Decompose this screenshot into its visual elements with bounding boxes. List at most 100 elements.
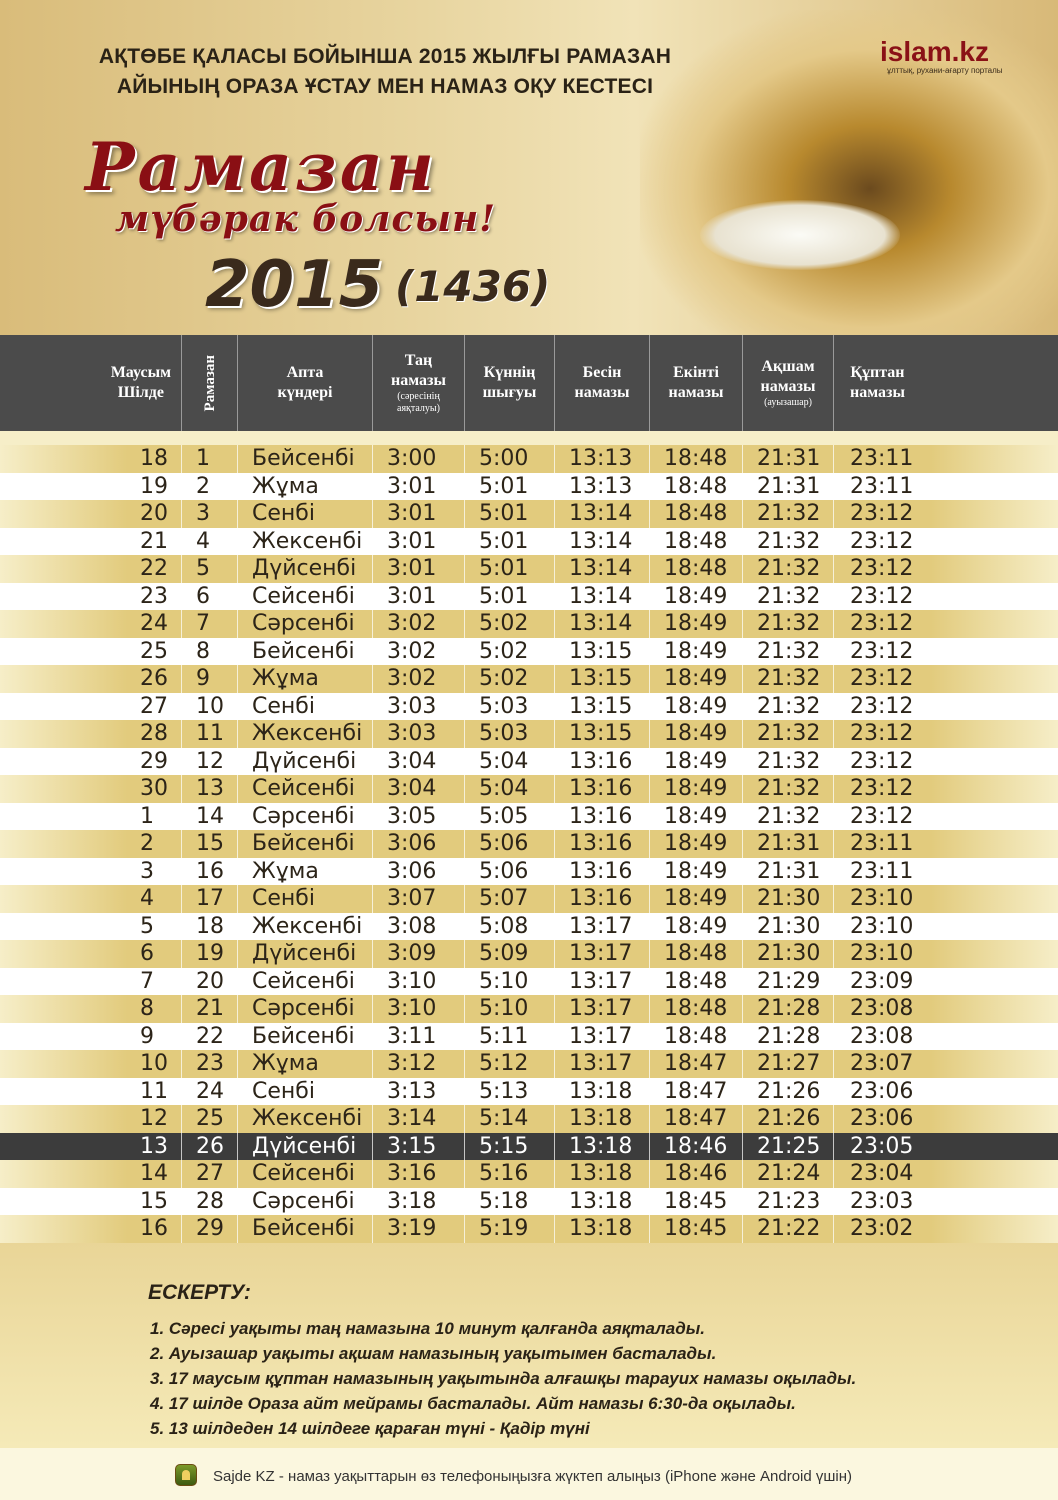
table-cell: 23:11 xyxy=(850,858,914,884)
table-cell: 10 xyxy=(182,692,238,720)
table-row: 18 1 Бейсенбі 3:00 5:00 13:13 18:48 21:31 23:11 xyxy=(0,445,1058,473)
table-cell: 13:15 xyxy=(555,637,650,665)
table-row: 19 2 Жұма 3:01 5:01 13:13 18:48 21:31 23:11 xyxy=(0,472,1058,500)
table-cell: 21:32 xyxy=(743,527,834,555)
table-cell: 3:08 xyxy=(373,912,465,940)
table-cell: 21:26 xyxy=(743,1105,834,1133)
table-cell: 17 xyxy=(182,885,238,913)
table-cell: 13:14 xyxy=(555,500,650,528)
table-cell: 13:16 xyxy=(555,857,650,885)
table-row: 2 15 Бейсенбі 3:06 5:06 13:16 18:49 21:31 23:11 xyxy=(0,830,1058,858)
table-cell: 5:01 xyxy=(465,527,555,555)
table-cell: 18:49 xyxy=(650,802,743,830)
table-cell: 13:16 xyxy=(555,830,650,858)
table-cell: Жұма xyxy=(238,857,373,885)
note-item: 2. Ауызашар уақыты ақшам намазының уақыт… xyxy=(150,1344,717,1363)
table-cell: 21:24 xyxy=(743,1160,834,1188)
table-cell: 23:11 xyxy=(850,831,914,856)
greeting-title: Рамазан xyxy=(85,128,437,206)
table-cell: 13:16 xyxy=(555,775,650,803)
table-row: 13 26 Дүйсенбі 3:15 5:15 13:18 18:46 21:25 23:05 xyxy=(0,1132,1058,1160)
table-cell: 5:01 xyxy=(465,500,555,528)
table-cell: 21 xyxy=(182,995,238,1023)
table-cell: 28 xyxy=(182,1187,238,1215)
table-cell: 5:06 xyxy=(465,830,555,858)
table-cell: Бейсенбі xyxy=(238,445,373,473)
column-label: Апта күндері xyxy=(277,364,333,401)
table-cell: 23:10 xyxy=(850,941,914,966)
table-cell: 11 xyxy=(182,720,238,748)
table-cell: 18:49 xyxy=(650,912,743,940)
table-cell: Сенбі xyxy=(238,885,373,913)
table-cell: 26 xyxy=(0,665,182,693)
table-cell: 13:13 xyxy=(555,472,650,500)
table-cell: 13:16 xyxy=(555,802,650,830)
column-header: Рамазан xyxy=(182,335,238,431)
table-cell: 3:19 xyxy=(373,1215,465,1243)
table-cell: 3:12 xyxy=(373,1050,465,1078)
table-row: 27 10 Сенбі 3:03 5:03 13:15 18:49 21:32 23:12 xyxy=(0,692,1058,720)
table-cell: 3:16 xyxy=(373,1160,465,1188)
table-cell: 5:01 xyxy=(465,472,555,500)
table-cell: 23:12 xyxy=(850,721,914,746)
table-cell: 21:22 xyxy=(743,1215,834,1243)
table-cell: 25 xyxy=(0,637,182,665)
note-item: 4. 17 шілде Ораза айт мейрамы басталады.… xyxy=(150,1394,796,1413)
mosque-app-icon xyxy=(175,1464,197,1486)
table-cell: Дүйсенбі xyxy=(238,1132,373,1160)
table-cell: 3:14 xyxy=(373,1105,465,1133)
table-cell: 5:08 xyxy=(465,912,555,940)
table-cell: 5:18 xyxy=(465,1187,555,1215)
table-cell: 18:49 xyxy=(650,775,743,803)
table-cell: 23 xyxy=(182,1050,238,1078)
column-label: Бесін намазы xyxy=(574,364,630,401)
table-row: 12 25 Жексенбі 3:14 5:14 13:18 18:47 21:26 23:06 xyxy=(0,1105,1058,1133)
table-cell: 18:49 xyxy=(650,857,743,885)
table-cell: 3:11 xyxy=(373,1022,465,1050)
table-cell: 13:15 xyxy=(555,720,650,748)
table-cell: 5:03 xyxy=(465,692,555,720)
table-cell: Бейсенбі xyxy=(238,830,373,858)
column-header: Құптан намазы xyxy=(834,335,1058,431)
table-cell: 21:30 xyxy=(743,940,834,968)
table-cell: 5:01 xyxy=(465,582,555,610)
table-row: 9 22 Бейсенбі 3:11 5:11 13:17 18:48 21:28 23:08 xyxy=(0,1022,1058,1050)
table-cell: 21:32 xyxy=(743,500,834,528)
table-cell: 20 xyxy=(0,500,182,528)
table-cell: 29 xyxy=(182,1215,238,1243)
table-cell: 21 xyxy=(0,527,182,555)
table-cell: 22 xyxy=(0,555,182,583)
table-cell: 5:14 xyxy=(465,1105,555,1133)
table-cell: 12 xyxy=(0,1105,182,1133)
table-row: 11 24 Сенбі 3:13 5:13 13:18 18:47 21:26 23:06 xyxy=(0,1077,1058,1105)
table-cell: 13:17 xyxy=(555,912,650,940)
table-cell: 23:11 xyxy=(850,446,914,471)
column-header: Күннің шығуы xyxy=(465,335,555,431)
table-cell: Сенбі xyxy=(238,692,373,720)
table-cell: 3:13 xyxy=(373,1077,465,1105)
column-note: (сәресінің аяқталуы) xyxy=(397,391,440,414)
header-banner: АҚТӨБЕ ҚАЛАСЫ БОЙЫНША 2015 ЖЫЛҒЫ РАМАЗАН… xyxy=(0,0,1058,335)
table-cell: 18:48 xyxy=(650,500,743,528)
table-cell: 5:04 xyxy=(465,747,555,775)
table-cell: 3:02 xyxy=(373,665,465,693)
note-item: 3. 17 маусым құптан намазының уақытында … xyxy=(150,1369,857,1388)
table-cell: 13 xyxy=(182,775,238,803)
table-row: 5 18 Жексенбі 3:08 5:08 13:17 18:49 21:30 23:10 xyxy=(0,912,1058,940)
table-cell: Сенбі xyxy=(238,1077,373,1105)
table-cell: 23:05 xyxy=(850,1133,914,1159)
table-cell: 13:18 xyxy=(555,1187,650,1215)
table-cell: 21:32 xyxy=(743,802,834,830)
table-cell: 5:13 xyxy=(465,1077,555,1105)
table-cell: 19 xyxy=(182,940,238,968)
table-cell: 7 xyxy=(182,610,238,638)
table-cell: 23:08 xyxy=(850,996,914,1021)
table-cell: 27 xyxy=(0,692,182,720)
table-cell: 6 xyxy=(182,582,238,610)
table-cell: 21:26 xyxy=(743,1077,834,1105)
table-cell: 5:09 xyxy=(465,940,555,968)
table-cell: 5:10 xyxy=(465,967,555,995)
table-cell: 5:05 xyxy=(465,802,555,830)
table-cell: 15 xyxy=(0,1187,182,1215)
table-cell: Жексенбі xyxy=(238,912,373,940)
